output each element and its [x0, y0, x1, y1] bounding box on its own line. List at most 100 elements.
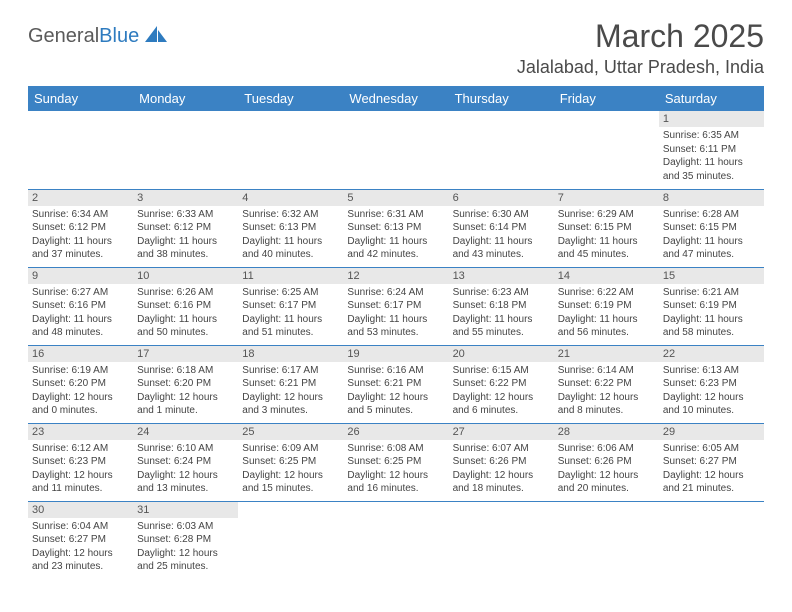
day-number: 1: [659, 111, 764, 127]
day-cell: 8Sunrise: 6:28 AMSunset: 6:15 PMDaylight…: [659, 189, 764, 267]
day-number: 24: [133, 424, 238, 440]
month-title: March 2025: [517, 18, 764, 55]
calendar-row: 16Sunrise: 6:19 AMSunset: 6:20 PMDayligh…: [28, 345, 764, 423]
day-number: 10: [133, 268, 238, 284]
day-info: Sunrise: 6:19 AMSunset: 6:20 PMDaylight:…: [28, 362, 133, 420]
day-info: Sunrise: 6:23 AMSunset: 6:18 PMDaylight:…: [449, 284, 554, 342]
day-info: Sunrise: 6:24 AMSunset: 6:17 PMDaylight:…: [343, 284, 448, 342]
day-number: 17: [133, 346, 238, 362]
day-info: Sunrise: 6:18 AMSunset: 6:20 PMDaylight:…: [133, 362, 238, 420]
day-info: Sunrise: 6:17 AMSunset: 6:21 PMDaylight:…: [238, 362, 343, 420]
day-number: 6: [449, 190, 554, 206]
day-number: 27: [449, 424, 554, 440]
calendar-body: 1Sunrise: 6:35 AMSunset: 6:11 PMDaylight…: [28, 111, 764, 579]
day-cell: 28Sunrise: 6:06 AMSunset: 6:26 PMDayligh…: [554, 423, 659, 501]
day-info: Sunrise: 6:21 AMSunset: 6:19 PMDaylight:…: [659, 284, 764, 342]
day-number: 11: [238, 268, 343, 284]
day-info: Sunrise: 6:29 AMSunset: 6:15 PMDaylight:…: [554, 206, 659, 264]
day-cell: 18Sunrise: 6:17 AMSunset: 6:21 PMDayligh…: [238, 345, 343, 423]
day-number: 21: [554, 346, 659, 362]
day-info: Sunrise: 6:15 AMSunset: 6:22 PMDaylight:…: [449, 362, 554, 420]
day-cell: 16Sunrise: 6:19 AMSunset: 6:20 PMDayligh…: [28, 345, 133, 423]
day-number: 29: [659, 424, 764, 440]
logo: GeneralBlue: [28, 24, 169, 49]
weekday-row: SundayMondayTuesdayWednesdayThursdayFrid…: [28, 86, 764, 111]
logo-blue: Blue: [99, 25, 139, 47]
day-info: Sunrise: 6:30 AMSunset: 6:14 PMDaylight:…: [449, 206, 554, 264]
day-cell: 30Sunrise: 6:04 AMSunset: 6:27 PMDayligh…: [28, 501, 133, 579]
day-number: 31: [133, 502, 238, 518]
day-info: Sunrise: 6:34 AMSunset: 6:12 PMDaylight:…: [28, 206, 133, 264]
empty-cell: [554, 501, 659, 579]
day-number: 20: [449, 346, 554, 362]
calendar-table: SundayMondayTuesdayWednesdayThursdayFrid…: [28, 86, 764, 579]
day-cell: 5Sunrise: 6:31 AMSunset: 6:13 PMDaylight…: [343, 189, 448, 267]
day-cell: 2Sunrise: 6:34 AMSunset: 6:12 PMDaylight…: [28, 189, 133, 267]
day-cell: 1Sunrise: 6:35 AMSunset: 6:11 PMDaylight…: [659, 111, 764, 189]
day-number: 3: [133, 190, 238, 206]
weekday-monday: Monday: [133, 86, 238, 111]
calendar-head: SundayMondayTuesdayWednesdayThursdayFrid…: [28, 86, 764, 111]
day-info: Sunrise: 6:32 AMSunset: 6:13 PMDaylight:…: [238, 206, 343, 264]
day-cell: 15Sunrise: 6:21 AMSunset: 6:19 PMDayligh…: [659, 267, 764, 345]
day-cell: 26Sunrise: 6:08 AMSunset: 6:25 PMDayligh…: [343, 423, 448, 501]
empty-cell: [28, 111, 133, 189]
day-number: 2: [28, 190, 133, 206]
day-number: 22: [659, 346, 764, 362]
logo-general: General: [28, 25, 99, 47]
day-number: 30: [28, 502, 133, 518]
day-info: Sunrise: 6:27 AMSunset: 6:16 PMDaylight:…: [28, 284, 133, 342]
weekday-tuesday: Tuesday: [238, 86, 343, 111]
day-number: 4: [238, 190, 343, 206]
title-block: March 2025 Jalalabad, Uttar Pradesh, Ind…: [517, 18, 764, 78]
day-cell: 3Sunrise: 6:33 AMSunset: 6:12 PMDaylight…: [133, 189, 238, 267]
day-info: Sunrise: 6:16 AMSunset: 6:21 PMDaylight:…: [343, 362, 448, 420]
logo-sail-icon: [143, 24, 169, 49]
calendar-row: 9Sunrise: 6:27 AMSunset: 6:16 PMDaylight…: [28, 267, 764, 345]
day-number: 23: [28, 424, 133, 440]
day-info: Sunrise: 6:06 AMSunset: 6:26 PMDaylight:…: [554, 440, 659, 498]
empty-cell: [449, 501, 554, 579]
day-cell: 21Sunrise: 6:14 AMSunset: 6:22 PMDayligh…: [554, 345, 659, 423]
location: Jalalabad, Uttar Pradesh, India: [517, 57, 764, 78]
day-cell: 7Sunrise: 6:29 AMSunset: 6:15 PMDaylight…: [554, 189, 659, 267]
day-cell: 20Sunrise: 6:15 AMSunset: 6:22 PMDayligh…: [449, 345, 554, 423]
day-info: Sunrise: 6:04 AMSunset: 6:27 PMDaylight:…: [28, 518, 133, 576]
day-number: 9: [28, 268, 133, 284]
day-cell: 23Sunrise: 6:12 AMSunset: 6:23 PMDayligh…: [28, 423, 133, 501]
calendar-row: 2Sunrise: 6:34 AMSunset: 6:12 PMDaylight…: [28, 189, 764, 267]
day-info: Sunrise: 6:07 AMSunset: 6:26 PMDaylight:…: [449, 440, 554, 498]
weekday-saturday: Saturday: [659, 86, 764, 111]
day-cell: 12Sunrise: 6:24 AMSunset: 6:17 PMDayligh…: [343, 267, 448, 345]
empty-cell: [238, 111, 343, 189]
day-cell: 6Sunrise: 6:30 AMSunset: 6:14 PMDaylight…: [449, 189, 554, 267]
header: GeneralBlue March 2025 Jalalabad, Uttar …: [28, 18, 764, 78]
day-info: Sunrise: 6:22 AMSunset: 6:19 PMDaylight:…: [554, 284, 659, 342]
day-number: 8: [659, 190, 764, 206]
day-number: 7: [554, 190, 659, 206]
day-info: Sunrise: 6:05 AMSunset: 6:27 PMDaylight:…: [659, 440, 764, 498]
calendar-row: 30Sunrise: 6:04 AMSunset: 6:27 PMDayligh…: [28, 501, 764, 579]
day-number: 15: [659, 268, 764, 284]
day-number: 28: [554, 424, 659, 440]
empty-cell: [659, 501, 764, 579]
weekday-sunday: Sunday: [28, 86, 133, 111]
day-cell: 31Sunrise: 6:03 AMSunset: 6:28 PMDayligh…: [133, 501, 238, 579]
day-info: Sunrise: 6:28 AMSunset: 6:15 PMDaylight:…: [659, 206, 764, 264]
weekday-thursday: Thursday: [449, 86, 554, 111]
calendar-row: 1Sunrise: 6:35 AMSunset: 6:11 PMDaylight…: [28, 111, 764, 189]
day-cell: 24Sunrise: 6:10 AMSunset: 6:24 PMDayligh…: [133, 423, 238, 501]
day-cell: 10Sunrise: 6:26 AMSunset: 6:16 PMDayligh…: [133, 267, 238, 345]
day-cell: 25Sunrise: 6:09 AMSunset: 6:25 PMDayligh…: [238, 423, 343, 501]
calendar-row: 23Sunrise: 6:12 AMSunset: 6:23 PMDayligh…: [28, 423, 764, 501]
day-cell: 9Sunrise: 6:27 AMSunset: 6:16 PMDaylight…: [28, 267, 133, 345]
empty-cell: [554, 111, 659, 189]
day-info: Sunrise: 6:26 AMSunset: 6:16 PMDaylight:…: [133, 284, 238, 342]
weekday-wednesday: Wednesday: [343, 86, 448, 111]
day-info: Sunrise: 6:35 AMSunset: 6:11 PMDaylight:…: [659, 127, 764, 185]
day-info: Sunrise: 6:33 AMSunset: 6:12 PMDaylight:…: [133, 206, 238, 264]
day-number: 13: [449, 268, 554, 284]
day-info: Sunrise: 6:13 AMSunset: 6:23 PMDaylight:…: [659, 362, 764, 420]
day-cell: 17Sunrise: 6:18 AMSunset: 6:20 PMDayligh…: [133, 345, 238, 423]
day-cell: 13Sunrise: 6:23 AMSunset: 6:18 PMDayligh…: [449, 267, 554, 345]
